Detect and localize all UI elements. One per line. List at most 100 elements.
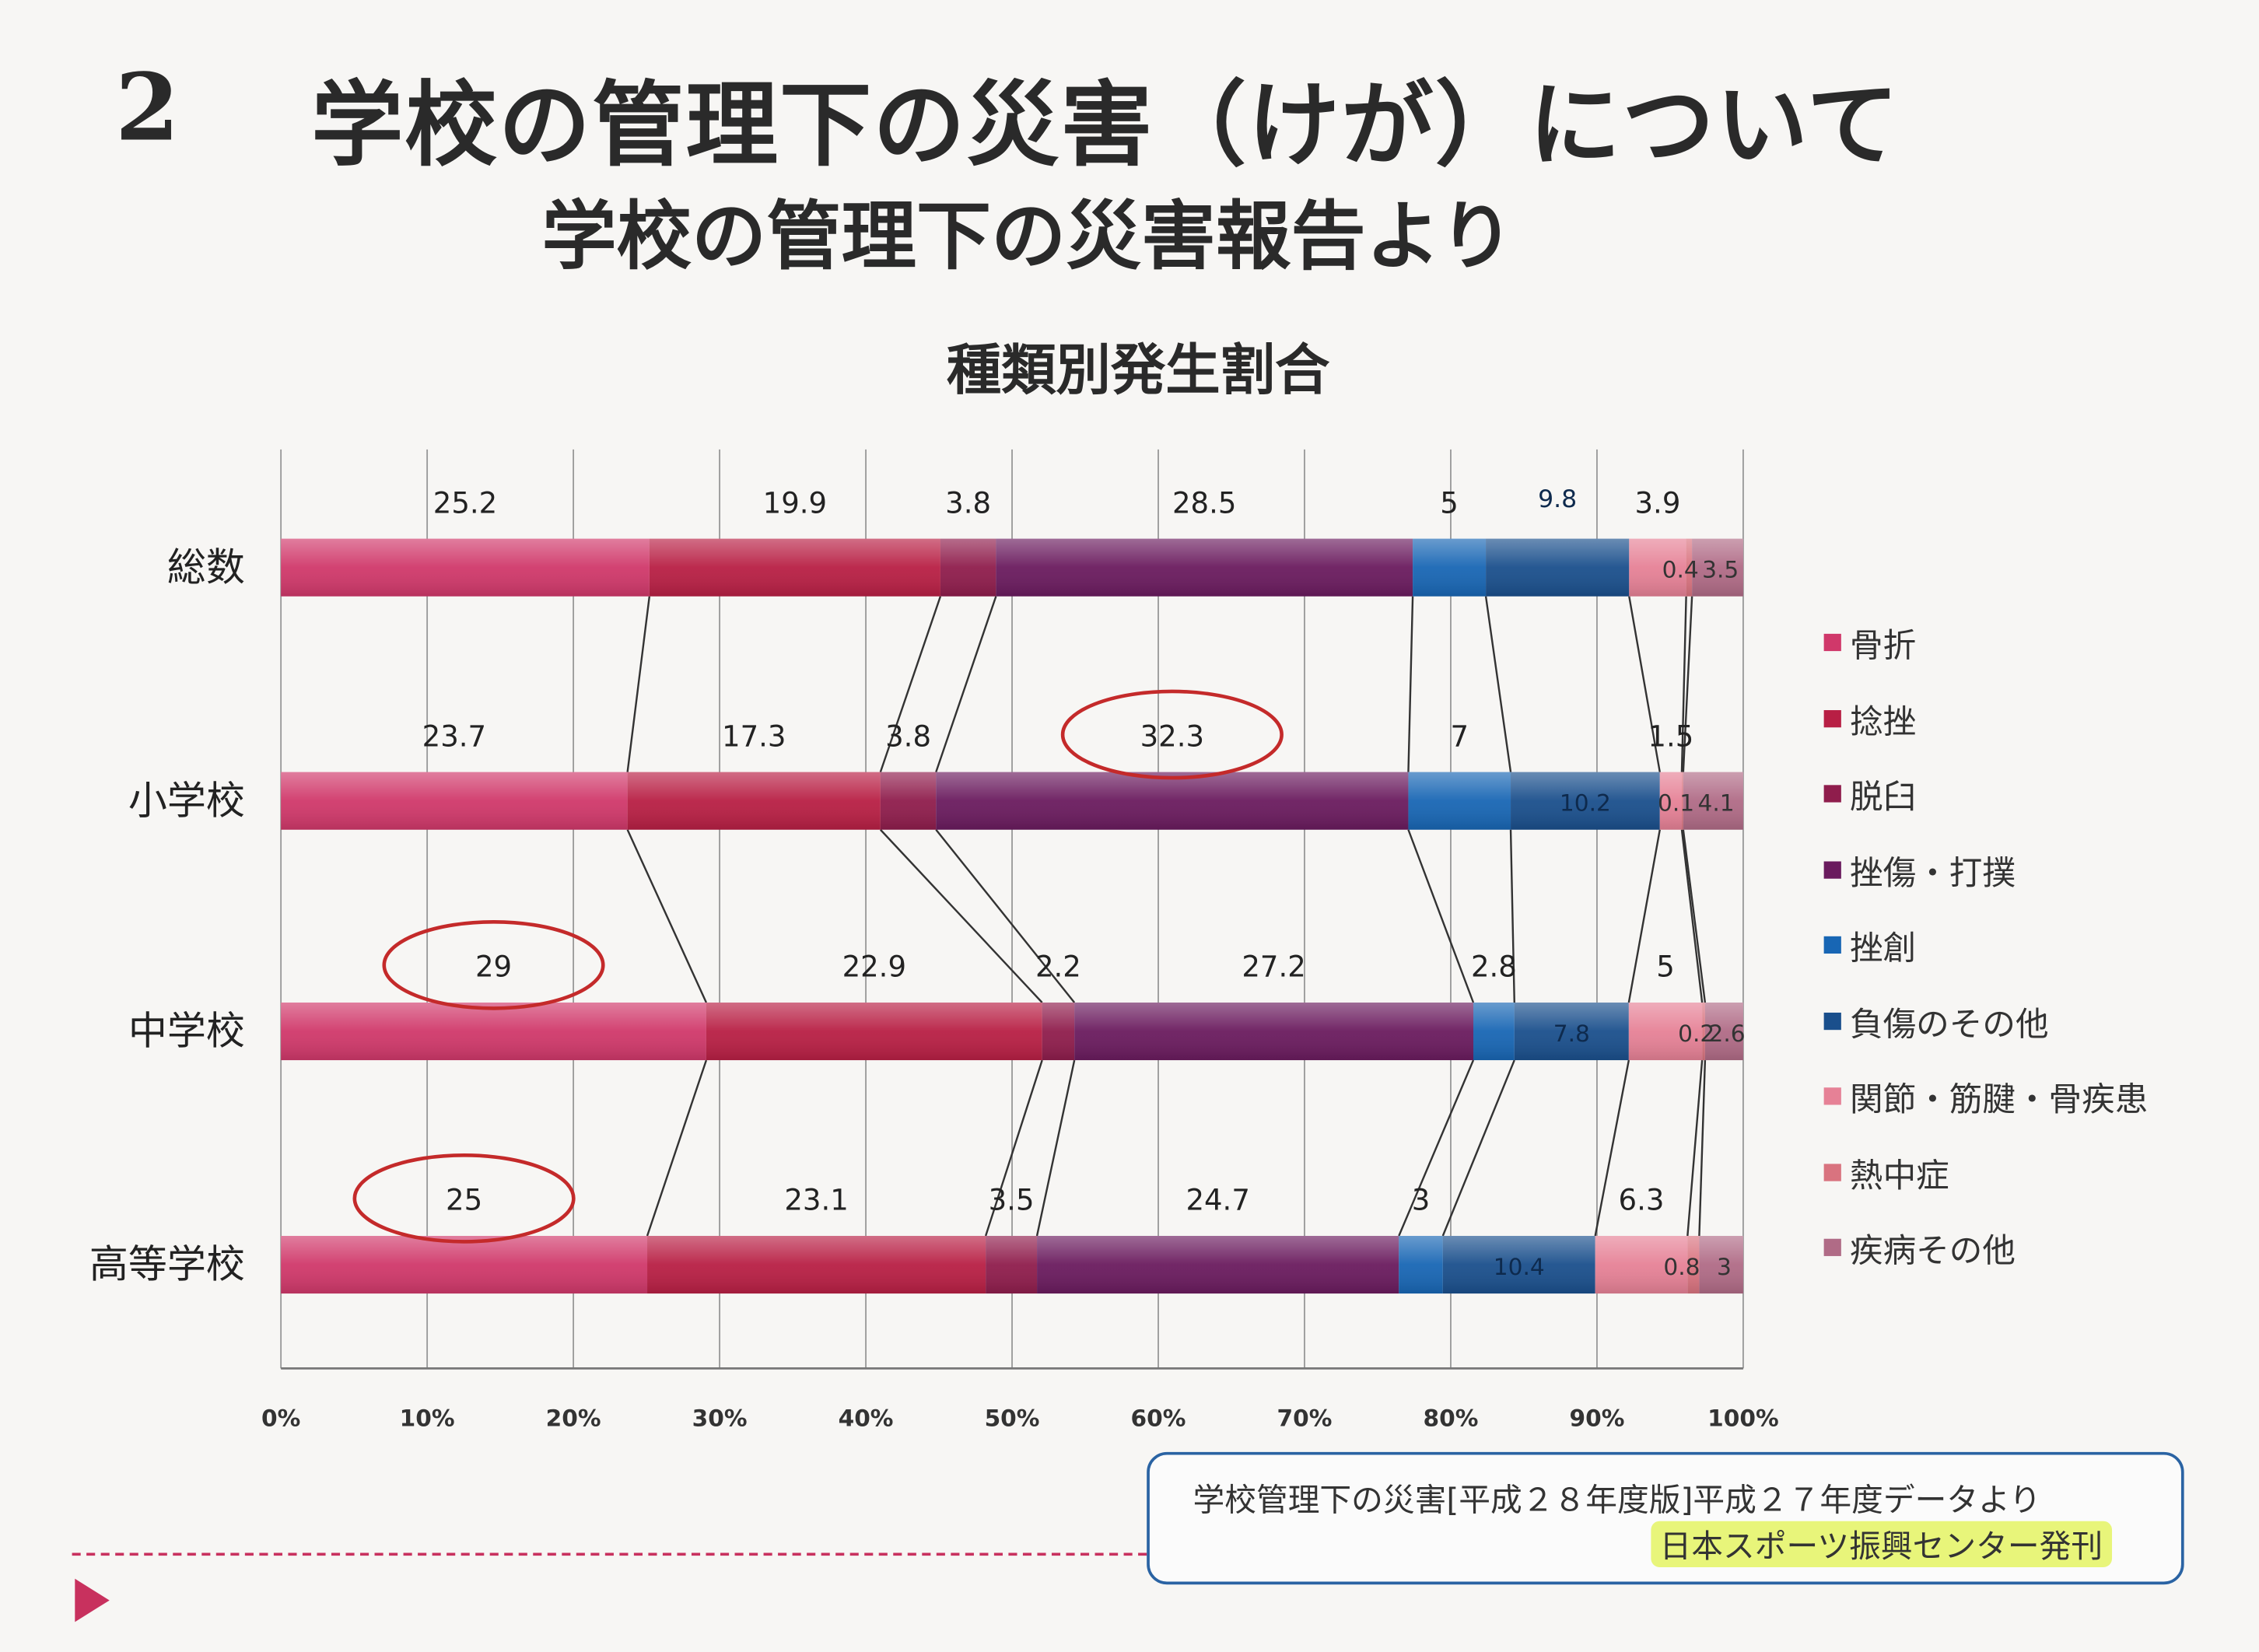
series-connector-line (1594, 1059, 1630, 1237)
data-label: 3.8 (945, 486, 991, 520)
bar-segment-gloss (281, 1002, 706, 1061)
x-tick-label: 100% (1707, 1404, 1779, 1431)
legend-item: 疾病その他 (1823, 1210, 2149, 1286)
series-connector-line (1686, 1059, 1704, 1237)
legend-item: 脱臼 (1823, 756, 2149, 831)
data-label: 9.8 (1538, 485, 1577, 513)
series-connector-line (1627, 829, 1661, 1003)
bar-segment-gloss (1686, 538, 1693, 597)
source-note: 学校管理下の災害[平成２８年度版]平成２７年度データより 日本スポーツ振興センタ… (1147, 1451, 2184, 1585)
series-connector-line (1035, 1059, 1076, 1237)
legend-item: 挫創 (1823, 908, 2149, 983)
data-label: 2.2 (1035, 950, 1081, 984)
category-label: 総数 (167, 544, 245, 590)
x-tick-label: 40% (839, 1404, 894, 1431)
bar-segment-gloss (1687, 1236, 1700, 1294)
data-label: 27.2 (1242, 950, 1305, 984)
data-label: 32.3 (1140, 719, 1204, 753)
highlight-circle (1060, 689, 1284, 780)
section-number: 2 (115, 54, 180, 163)
x-tick-label: 20% (546, 1404, 601, 1431)
data-label: 3.8 (885, 719, 931, 753)
bar-segment-gloss (1704, 1002, 1743, 1061)
bar-segment-gloss (1683, 772, 1743, 830)
bar-segment-gloss (649, 538, 940, 597)
bar-segment-gloss (1595, 1236, 1688, 1294)
legend-label: 骨折 (1849, 628, 1917, 667)
legend-label: 脱臼 (1849, 779, 1917, 817)
series-connector-line (646, 1059, 708, 1237)
series-connector-line (935, 596, 997, 773)
data-label: 23.1 (784, 1184, 848, 1217)
bar-segment-gloss (996, 538, 1413, 597)
category-label: 小学校 (128, 778, 245, 823)
data-label: 7.8 (1553, 1020, 1590, 1047)
series-connector-line (1407, 829, 1475, 1003)
source-text: 学校管理下の災害[平成２８年度版]平成２７年度データより (1193, 1483, 2041, 1520)
bar-segment-gloss (1442, 1236, 1595, 1294)
legend-item: 骨折 (1823, 605, 2149, 681)
data-label: 3 (1717, 1253, 1732, 1280)
legend-label: 熱中症 (1849, 1157, 1949, 1195)
series-connector-line (935, 828, 1076, 1003)
x-tick-label: 30% (692, 1404, 748, 1431)
series-connector-line (1680, 829, 1704, 1003)
series-connector-line (626, 829, 708, 1003)
slide-title: 学校の管理下の災害（けが）について (311, 72, 1900, 180)
data-label: 2.6 (1709, 1020, 1746, 1047)
data-label: 19.9 (763, 486, 827, 520)
data-label: 7 (1450, 719, 1469, 753)
series-connector-line (1398, 1059, 1475, 1237)
data-label: 6.3 (1619, 1184, 1665, 1217)
bar-segment-gloss (1514, 1002, 1629, 1061)
x-tick-label: 50% (985, 1404, 1040, 1431)
category-label: 高等学校 (89, 1242, 245, 1287)
legend-swatch (1823, 1163, 1841, 1181)
data-label: 29 (475, 950, 512, 984)
data-label: 2.8 (1471, 950, 1517, 984)
series-connector-line (1407, 596, 1414, 772)
highlight-circle (382, 919, 605, 1010)
data-label: 3.9 (1634, 486, 1680, 520)
publisher-text: 日本スポーツ振興センター発刊 (1651, 1521, 2112, 1567)
series-connector-line (1698, 1060, 1707, 1237)
series-connector-line (1680, 596, 1687, 772)
bar-segment-gloss (1628, 1002, 1703, 1061)
legend-label: 疾病その他 (1849, 1233, 2016, 1271)
bar-segment-gloss (1037, 1236, 1399, 1294)
x-tick-label: 60% (1131, 1404, 1186, 1431)
bar-segment-gloss (1042, 1002, 1075, 1061)
chart-title: 種類別発生割合 (946, 337, 1330, 402)
bar-segment-gloss (1699, 1236, 1743, 1294)
bar-segment-gloss (1486, 538, 1630, 597)
data-label: 3.5 (1702, 556, 1739, 583)
series-connector-line (1682, 829, 1707, 1003)
bar-segment-gloss (1659, 772, 1682, 830)
series-connector-line (626, 596, 651, 772)
legend-item: 熱中症 (1823, 1134, 2149, 1209)
data-label: 3.5 (989, 1184, 1035, 1217)
highlight-circle (352, 1153, 576, 1244)
legend-swatch (1823, 785, 1841, 803)
bar-segment-gloss (627, 772, 881, 830)
bar-segment-gloss (1473, 1002, 1515, 1061)
data-label: 23.7 (422, 719, 486, 753)
data-label: 5 (1656, 950, 1675, 984)
bar-segment-gloss (1681, 772, 1683, 830)
data-label: 5 (1440, 486, 1459, 520)
series-connector-line (1682, 596, 1693, 772)
x-tick-label: 10% (400, 1404, 455, 1431)
legend-swatch (1823, 634, 1841, 652)
legend-swatch (1823, 1087, 1841, 1105)
series-connector-line (984, 1059, 1043, 1237)
bar-segment-gloss (281, 1236, 648, 1294)
legend-label: 挫傷・打撲 (1849, 855, 2016, 893)
play-triangle-icon (75, 1578, 110, 1622)
data-label: 0.2 (1678, 1020, 1714, 1047)
data-label: 0.1 (1658, 789, 1694, 817)
chart-legend: 骨折 捻挫 脱臼 挫傷・打撲 挫創 負傷のその他 関節・筋腱・骨疾患 熱中症 疾病その他 (1823, 605, 2149, 1286)
bar-segment-gloss (647, 1236, 986, 1294)
legend-item: 捻挫 (1823, 681, 2149, 756)
